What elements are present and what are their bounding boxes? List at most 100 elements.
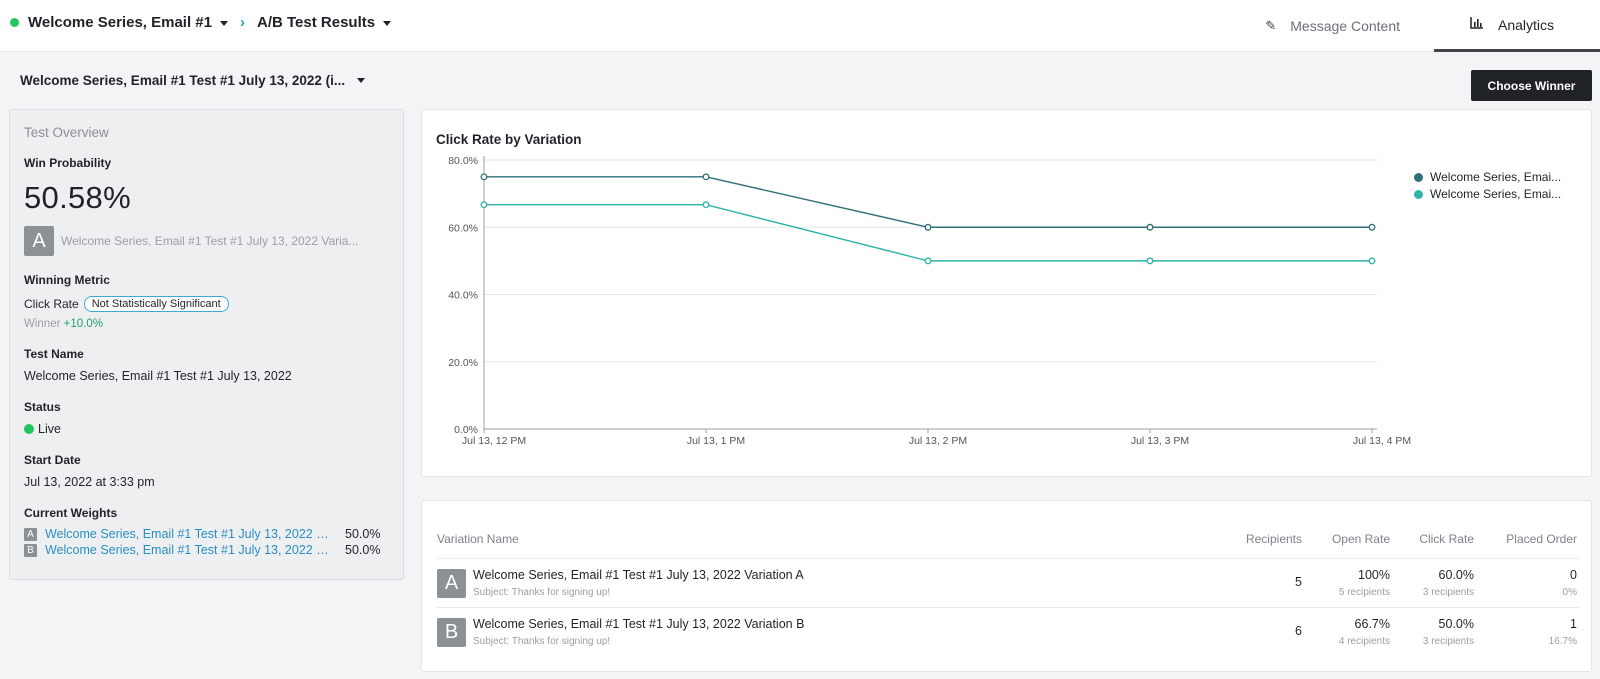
status-badge: Live: [24, 422, 389, 436]
recipients-value: 6: [1295, 624, 1302, 638]
open-rate-value: 66.7%: [1354, 617, 1390, 631]
series-line: [484, 176, 1372, 228]
open-rate-value: 100%: [1358, 568, 1390, 582]
weight-variation-link[interactable]: Welcome Series, Email #1 Test #1 July 13…: [45, 543, 335, 557]
start-date-label: Start Date: [24, 453, 81, 467]
top-bar: Welcome Series, Email #1 › A/B Test Resu…: [0, 0, 1600, 52]
table-row[interactable]: A Welcome Series, Email #1 Test #1 July …: [437, 558, 1579, 608]
data-point: [924, 223, 932, 231]
page-name-dropdown[interactable]: A/B Test Results: [257, 14, 392, 31]
y-tick-label: 40.0%: [448, 290, 478, 302]
legend-label: Welcome Series, Emai...: [1430, 187, 1562, 201]
tab-analytics[interactable]: Analytics: [1434, 0, 1600, 52]
breadcrumb: Welcome Series, Email #1 › A/B Test Resu…: [10, 14, 392, 31]
data-point: [480, 201, 488, 209]
y-tick-label: 0.0%: [454, 424, 478, 436]
y-tick-label: 80.0%: [448, 155, 478, 167]
legend-label: Welcome Series, Emai...: [1430, 170, 1562, 184]
series-line: [484, 204, 1372, 262]
table-row[interactable]: B Welcome Series, Email #1 Test #1 July …: [437, 607, 1579, 657]
winning-metric-label: Winning Metric: [24, 273, 110, 287]
x-tick-label: Jul 13, 1 PM: [687, 435, 745, 447]
weight-row-b: B Welcome Series, Email #1 Test #1 July …: [24, 543, 389, 557]
legend-item[interactable]: Welcome Series, Emai...: [1414, 187, 1570, 201]
view-tabs: ✎ Message Content Analytics: [1225, 0, 1600, 52]
variation-subject: Subject: Thanks for signing up!: [473, 636, 611, 647]
data-point: [1368, 223, 1376, 231]
caret-down-icon: [357, 78, 366, 83]
message-name-dropdown[interactable]: Welcome Series, Email #1: [28, 14, 228, 31]
test-selector-dropdown[interactable]: Welcome Series, Email #1 Test #1 July 13…: [20, 73, 366, 88]
variation-name: Welcome Series, Email #1 Test #1 July 13…: [473, 617, 805, 631]
placed-order-rate: 16.7%: [1548, 636, 1577, 647]
legend-dot-icon: [1414, 189, 1423, 199]
variation-name: Welcome Series, Email #1 Test #1 July 13…: [473, 568, 804, 582]
y-tick-label: 60.0%: [448, 222, 478, 234]
variation-avatar: A: [24, 226, 54, 256]
caret-down-icon: [220, 20, 228, 26]
data-point: [1146, 223, 1154, 231]
tab-message-content[interactable]: ✎ Message Content: [1265, 18, 1400, 34]
x-tick-label: Jul 13, 2 PM: [909, 435, 967, 447]
chevron-right-icon: ›: [240, 14, 245, 31]
winner-lift: Winner +10.0%: [24, 318, 103, 330]
current-weights-label: Current Weights: [24, 506, 118, 520]
recipients-value: 5: [1295, 575, 1302, 589]
weights-list: A Welcome Series, Email #1 Test #1 July …: [24, 527, 389, 557]
placed-order-rate: 0%: [1562, 587, 1577, 598]
open-rate-recipients: 4 recipients: [1338, 636, 1390, 647]
bar-chart-icon: [1470, 17, 1484, 32]
variation-avatar: A: [24, 527, 37, 541]
placed-order-value: 0: [1570, 568, 1577, 582]
col-placed-order[interactable]: Placed Order: [1506, 532, 1577, 546]
chart-title: Click Rate by Variation: [436, 132, 582, 147]
variations-table: Variation Name Recipients Open Rate Clic…: [421, 500, 1592, 672]
variation-avatar: A: [437, 569, 466, 598]
data-point: [480, 173, 488, 181]
win-probability-value: 50.58%: [24, 180, 131, 215]
variation-avatar: B: [24, 543, 37, 557]
start-date-value: Jul 13, 2022 at 3:33 pm: [24, 475, 155, 489]
y-tick-label: 20.0%: [448, 357, 478, 369]
weight-value: 50.0%: [345, 543, 381, 557]
overview-title: Test Overview: [24, 125, 109, 140]
x-tick-label: Jul 13, 3 PM: [1131, 435, 1189, 447]
placed-order-value: 1: [1570, 617, 1577, 631]
col-click-rate[interactable]: Click Rate: [1419, 532, 1474, 546]
x-tick-label: Jul 13, 4 PM: [1353, 435, 1411, 447]
status-dot-icon: [10, 18, 19, 27]
variation-subject: Subject: Thanks for signing up!: [473, 587, 611, 598]
test-overview-panel: Test Overview Win Probability 50.58% A W…: [9, 109, 404, 580]
variation-avatar: B: [437, 618, 466, 647]
data-point: [1368, 257, 1376, 265]
data-point: [924, 257, 932, 265]
caret-down-icon: [383, 20, 392, 26]
chart-legend: Welcome Series, Emai... Welcome Series, E…: [1414, 170, 1570, 204]
col-open-rate[interactable]: Open Rate: [1331, 532, 1390, 546]
open-rate-recipients: 5 recipients: [1338, 587, 1390, 598]
status-label: Status: [24, 400, 61, 414]
leading-variation: A Welcome Series, Email #1 Test #1 July …: [24, 226, 389, 256]
choose-winner-button[interactable]: Choose Winner: [1471, 70, 1592, 101]
click-rate-chart: 0.0% 20.0% 40.0% 60.0% 80.0% Jul 13, 12 PM Jul…: [448, 155, 1411, 447]
pencil-icon: ✎: [1265, 18, 1277, 33]
data-point: [702, 173, 710, 181]
weight-value: 50.0%: [345, 527, 381, 541]
col-recipients[interactable]: Recipients: [1245, 532, 1302, 546]
click-rate-value: 50.0%: [1438, 617, 1474, 631]
weight-row-a: A Welcome Series, Email #1 Test #1 July …: [24, 527, 389, 541]
win-probability-label: Win Probability: [24, 156, 112, 170]
data-point: [1146, 257, 1154, 265]
test-name-label: Test Name: [24, 347, 84, 361]
legend-item[interactable]: Welcome Series, Emai...: [1414, 170, 1570, 184]
click-rate-value: 60.0%: [1438, 568, 1474, 582]
click-rate-recipients: 3 recipients: [1422, 587, 1474, 598]
data-point: [702, 201, 710, 209]
col-variation-name[interactable]: Variation Name: [437, 532, 519, 546]
weight-variation-link[interactable]: Welcome Series, Email #1 Test #1 July 13…: [45, 527, 335, 541]
significance-badge: Not Statistically Significant: [83, 296, 229, 312]
x-tick-label: Jul 13, 12 PM: [462, 435, 526, 447]
live-dot-icon: [24, 424, 34, 434]
click-rate-recipients: 3 recipients: [1422, 636, 1474, 647]
leading-variation-name: Welcome Series, Email #1 Test #1 July 13…: [61, 234, 359, 248]
